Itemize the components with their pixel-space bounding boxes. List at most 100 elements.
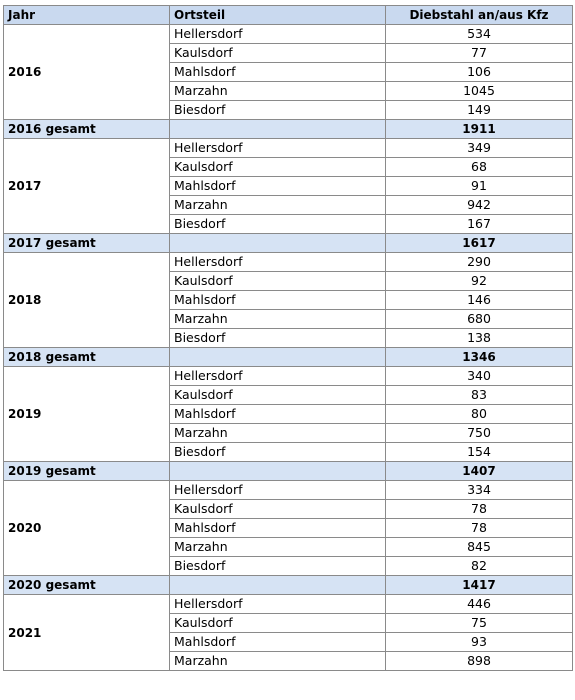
total-row: 2018 gesamt 1346 [3,347,573,367]
total-label: 2016 gesamt [3,119,170,139]
table-row: Kaulsdorf 92 [4,271,573,291]
district-cell: Biesdorf [169,214,386,234]
table-row: Marzahn 898 [4,651,573,671]
district-cell: Mahlsdorf [169,404,386,424]
total-spacer [169,575,386,595]
district-cell: Kaulsdorf [169,613,386,633]
district-cell: Mahlsdorf [169,518,386,538]
table-row: Marzahn 680 [4,309,573,329]
district-cell: Biesdorf [169,556,386,576]
value-cell: 83 [385,385,573,405]
district-cell: Hellersdorf [169,480,386,500]
table-row: 2019 Hellersdorf 340 [3,366,573,462]
value-cell: 334 [385,480,573,500]
district-cell: Mahlsdorf [169,632,386,652]
total-value: 1617 [385,233,573,253]
value-cell: 78 [385,518,573,538]
district-cell: Marzahn [169,423,386,443]
year-cell: 2020 [3,480,170,576]
total-row: 2016 gesamt 1911 [3,119,573,139]
district-cell: Marzahn [169,651,386,671]
year-cell: 2019 [3,366,170,462]
value-cell: 77 [385,43,573,63]
year-cell: 2017 [3,138,170,234]
value-cell: 146 [385,290,573,310]
value-cell: 154 [385,442,573,462]
total-label: 2020 gesamt [3,575,170,595]
value-cell: 75 [385,613,573,633]
table-row: Biesdorf 82 [4,556,573,576]
value-cell: 149 [385,100,573,120]
header-value: Diebstahl an/aus Kfz [385,5,573,25]
value-cell: 68 [385,157,573,177]
district-cell: Mahlsdorf [169,290,386,310]
table-body: 2016 Hellersdorf 534 Kaulsdorf 77 Mahlsdorf 10… [3,24,573,671]
table-row: Mahlsdorf 93 [4,632,573,652]
value-cell: 78 [385,499,573,519]
header-row: Jahr Ortsteil Diebstahl an/aus Kfz [3,5,573,25]
total-label: 2019 gesamt [3,461,170,481]
value-cell: 1045 [385,81,573,101]
total-spacer [169,119,386,139]
total-value: 1407 [385,461,573,481]
district-cell: Marzahn [169,81,386,101]
total-spacer [169,233,386,253]
value-cell: 138 [385,328,573,348]
value-cell: 290 [385,252,573,272]
value-cell: 898 [385,651,573,671]
value-cell: 340 [385,366,573,386]
table-row: Mahlsdorf 78 [4,518,573,538]
header-year: Jahr [3,5,170,25]
district-cell: Kaulsdorf [169,271,386,291]
district-cell: Marzahn [169,309,386,329]
table-row: Kaulsdorf 78 [4,499,573,519]
value-cell: 680 [385,309,573,329]
district-cell: Mahlsdorf [169,176,386,196]
value-cell: 167 [385,214,573,234]
value-cell: 750 [385,423,573,443]
district-cell: Biesdorf [169,100,386,120]
table-row: Marzahn 845 [4,537,573,557]
value-cell: 82 [385,556,573,576]
total-label: 2018 gesamt [3,347,170,367]
district-cell: Hellersdorf [169,594,386,614]
district-cell: Hellersdorf [169,24,386,44]
district-cell: Kaulsdorf [169,385,386,405]
total-value: 1346 [385,347,573,367]
table-row: Marzahn 942 [4,195,573,215]
total-value: 1911 [385,119,573,139]
district-cell: Hellersdorf [169,138,386,158]
table-row: 2016 Hellersdorf 534 [3,24,573,120]
year-cell: 2021 [3,594,170,671]
header-district: Ortsteil [169,5,386,25]
value-cell: 106 [385,62,573,82]
year-cell: 2018 [3,252,170,348]
total-row: 2019 gesamt 1407 [3,461,573,481]
value-cell: 942 [385,195,573,215]
district-cell: Hellersdorf [169,366,386,386]
table-row: 2018 Hellersdorf 290 [3,252,573,348]
value-cell: 80 [385,404,573,424]
district-cell: Biesdorf [169,442,386,462]
total-row: 2020 gesamt 1417 [3,575,573,595]
district-cell: Kaulsdorf [169,499,386,519]
table-row: Mahlsdorf 146 [4,290,573,310]
total-value: 1417 [385,575,573,595]
district-cell: Kaulsdorf [169,157,386,177]
district-cell: Mahlsdorf [169,62,386,82]
table-row: 2021 Hellersdorf 446 [3,594,573,671]
table-row: Biesdorf 167 [4,214,573,234]
value-cell: 845 [385,537,573,557]
value-cell: 91 [385,176,573,196]
total-row: 2017 gesamt 1617 [3,233,573,253]
table-row: 2020 Hellersdorf 334 [3,480,573,576]
year-cell: 2016 [3,24,170,120]
total-spacer [169,347,386,367]
district-cell: Marzahn [169,195,386,215]
value-cell: 92 [385,271,573,291]
table-row: Marzahn 1045 [4,81,573,101]
district-cell: Kaulsdorf [169,43,386,63]
district-cell: Marzahn [169,537,386,557]
total-spacer [169,461,386,481]
table-row: 2017 Hellersdorf 349 [3,138,573,234]
